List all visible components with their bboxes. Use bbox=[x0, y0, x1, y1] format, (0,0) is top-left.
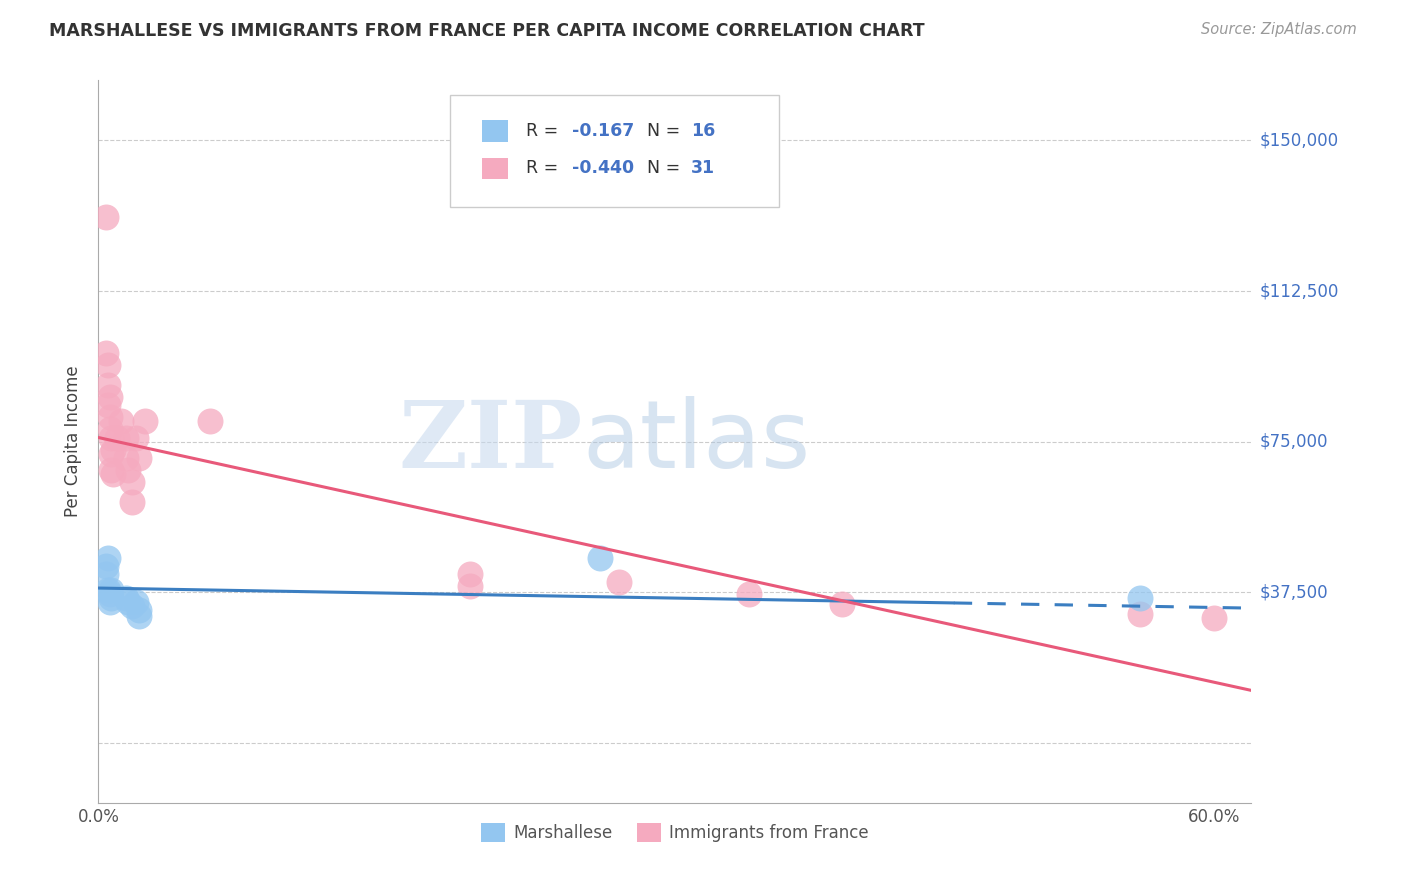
Point bbox=[105, 430, 128, 444]
Point bbox=[100, 583, 122, 598]
Text: ZIP: ZIP bbox=[398, 397, 582, 486]
Text: -0.167: -0.167 bbox=[572, 122, 634, 140]
Point bbox=[97, 398, 120, 412]
FancyBboxPatch shape bbox=[482, 158, 509, 179]
FancyBboxPatch shape bbox=[482, 120, 509, 142]
Point bbox=[94, 558, 117, 573]
Point bbox=[94, 210, 117, 224]
Legend: Marshallese, Immigrants from France: Marshallese, Immigrants from France bbox=[475, 816, 875, 848]
Point bbox=[124, 595, 146, 609]
Point bbox=[98, 391, 121, 405]
Point bbox=[115, 450, 138, 465]
Text: MARSHALLESE VS IMMIGRANTS FROM FRANCE PER CAPITA INCOME CORRELATION CHART: MARSHALLESE VS IMMIGRANTS FROM FRANCE PE… bbox=[49, 22, 925, 40]
Point bbox=[134, 414, 156, 428]
Text: 16: 16 bbox=[690, 122, 716, 140]
Point bbox=[97, 378, 120, 392]
Point bbox=[100, 430, 122, 444]
Text: -0.440: -0.440 bbox=[572, 160, 634, 178]
Text: $112,500: $112,500 bbox=[1260, 282, 1339, 300]
Point bbox=[1204, 611, 1226, 625]
Point bbox=[110, 414, 132, 428]
Point bbox=[97, 550, 120, 566]
Point bbox=[831, 597, 853, 611]
Point bbox=[117, 595, 139, 609]
Text: $75,000: $75,000 bbox=[1260, 433, 1329, 450]
Point bbox=[115, 591, 138, 605]
Point bbox=[460, 567, 482, 582]
Point bbox=[124, 430, 146, 444]
Point bbox=[100, 446, 122, 460]
Point bbox=[121, 475, 143, 489]
Point bbox=[103, 442, 125, 457]
Point bbox=[128, 603, 150, 617]
Text: atlas: atlas bbox=[582, 395, 811, 488]
Point bbox=[121, 599, 143, 614]
Point bbox=[98, 410, 121, 425]
Text: Source: ZipAtlas.com: Source: ZipAtlas.com bbox=[1201, 22, 1357, 37]
Point bbox=[97, 358, 120, 372]
Text: $37,500: $37,500 bbox=[1260, 583, 1329, 601]
Point bbox=[738, 587, 761, 601]
Text: $150,000: $150,000 bbox=[1260, 131, 1339, 150]
Point bbox=[128, 609, 150, 624]
Point bbox=[100, 591, 122, 605]
Point bbox=[103, 467, 125, 481]
Point bbox=[94, 346, 117, 360]
Point bbox=[115, 430, 138, 444]
FancyBboxPatch shape bbox=[450, 95, 779, 207]
Point bbox=[97, 583, 120, 598]
Text: R =: R = bbox=[526, 160, 564, 178]
Point bbox=[198, 414, 221, 428]
Y-axis label: Per Capita Income: Per Capita Income bbox=[65, 366, 83, 517]
Point bbox=[94, 567, 117, 582]
Point bbox=[117, 462, 139, 476]
Point bbox=[460, 579, 482, 593]
Point bbox=[128, 450, 150, 465]
Point bbox=[98, 422, 121, 436]
Text: N =: N = bbox=[647, 122, 686, 140]
Point bbox=[100, 462, 122, 476]
Point bbox=[1129, 591, 1152, 605]
Text: N =: N = bbox=[647, 160, 686, 178]
Point bbox=[589, 550, 612, 566]
Text: 31: 31 bbox=[690, 160, 716, 178]
Point bbox=[607, 574, 630, 589]
Point bbox=[98, 587, 121, 601]
Point bbox=[121, 494, 143, 508]
Point bbox=[98, 595, 121, 609]
Point bbox=[1129, 607, 1152, 621]
Text: R =: R = bbox=[526, 122, 564, 140]
